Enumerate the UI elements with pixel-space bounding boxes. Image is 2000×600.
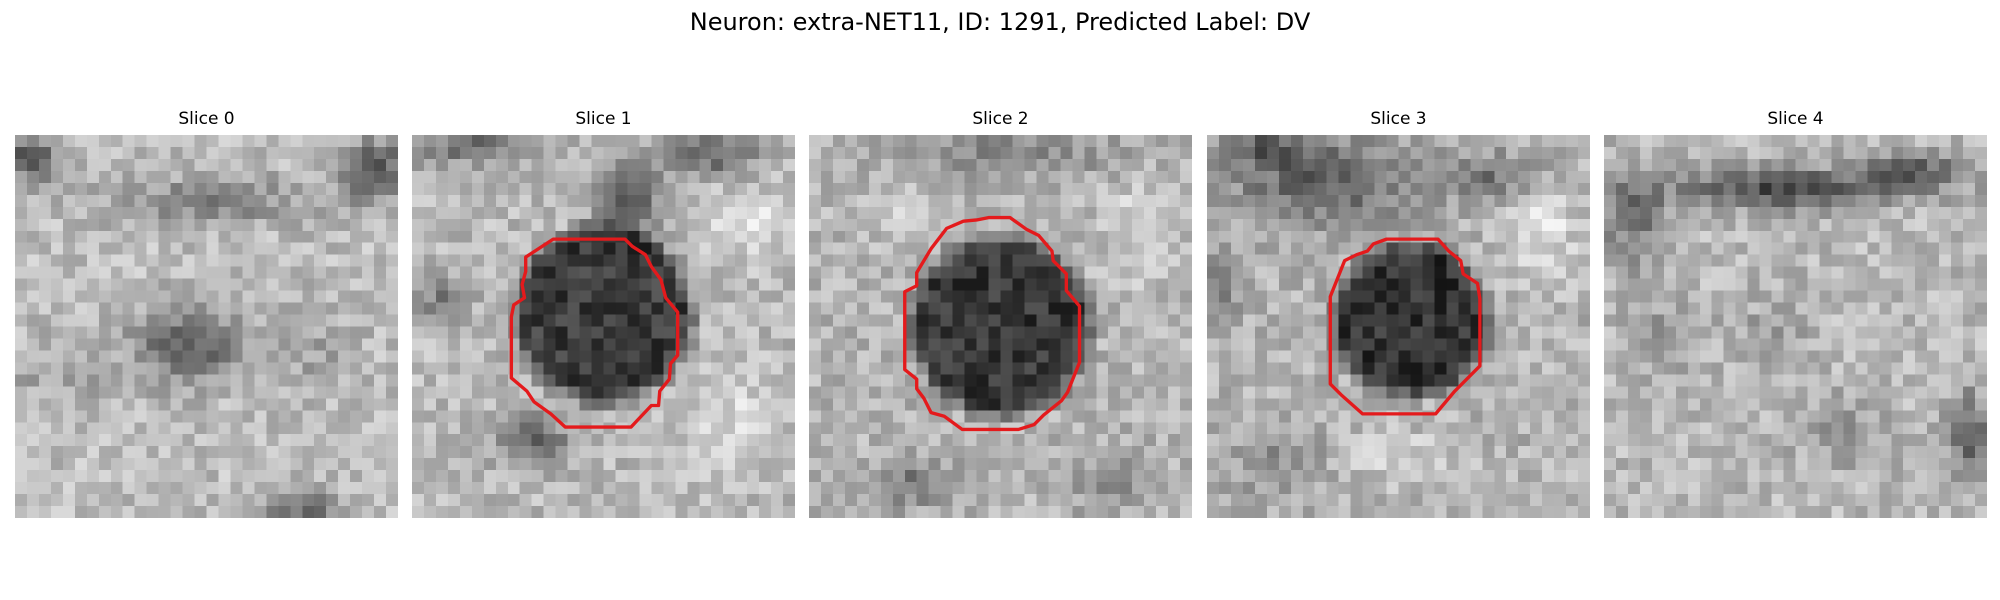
- slice-image-0: [15, 135, 398, 518]
- slice-title: Slice 3: [1370, 109, 1427, 129]
- segmentation-contour: [903, 215, 1082, 432]
- slice-panel-3: Slice 3: [1207, 108, 1590, 518]
- slice-image-1: [412, 135, 795, 518]
- slice-title: Slice 0: [178, 109, 235, 129]
- slice-panel-2: Slice 2: [809, 108, 1192, 518]
- slice-image-2: [809, 135, 1192, 518]
- slice-title: Slice 2: [972, 109, 1029, 129]
- slice-image-4: [1604, 135, 1987, 518]
- slice-panel-1: Slice 1: [412, 108, 795, 518]
- slice-panel-0: Slice 0: [15, 108, 398, 518]
- figure-title: Neuron: extra-NET11, ID: 1291, Predicted…: [689, 8, 1311, 36]
- segmentation-contour: [509, 237, 680, 429]
- segmentation-contour: [1328, 237, 1482, 416]
- slice-title: Slice 1: [575, 109, 632, 129]
- slice-panel-4: Slice 4: [1604, 108, 1987, 518]
- slice-image-3: [1207, 135, 1590, 518]
- slice-title: Slice 4: [1767, 109, 1824, 129]
